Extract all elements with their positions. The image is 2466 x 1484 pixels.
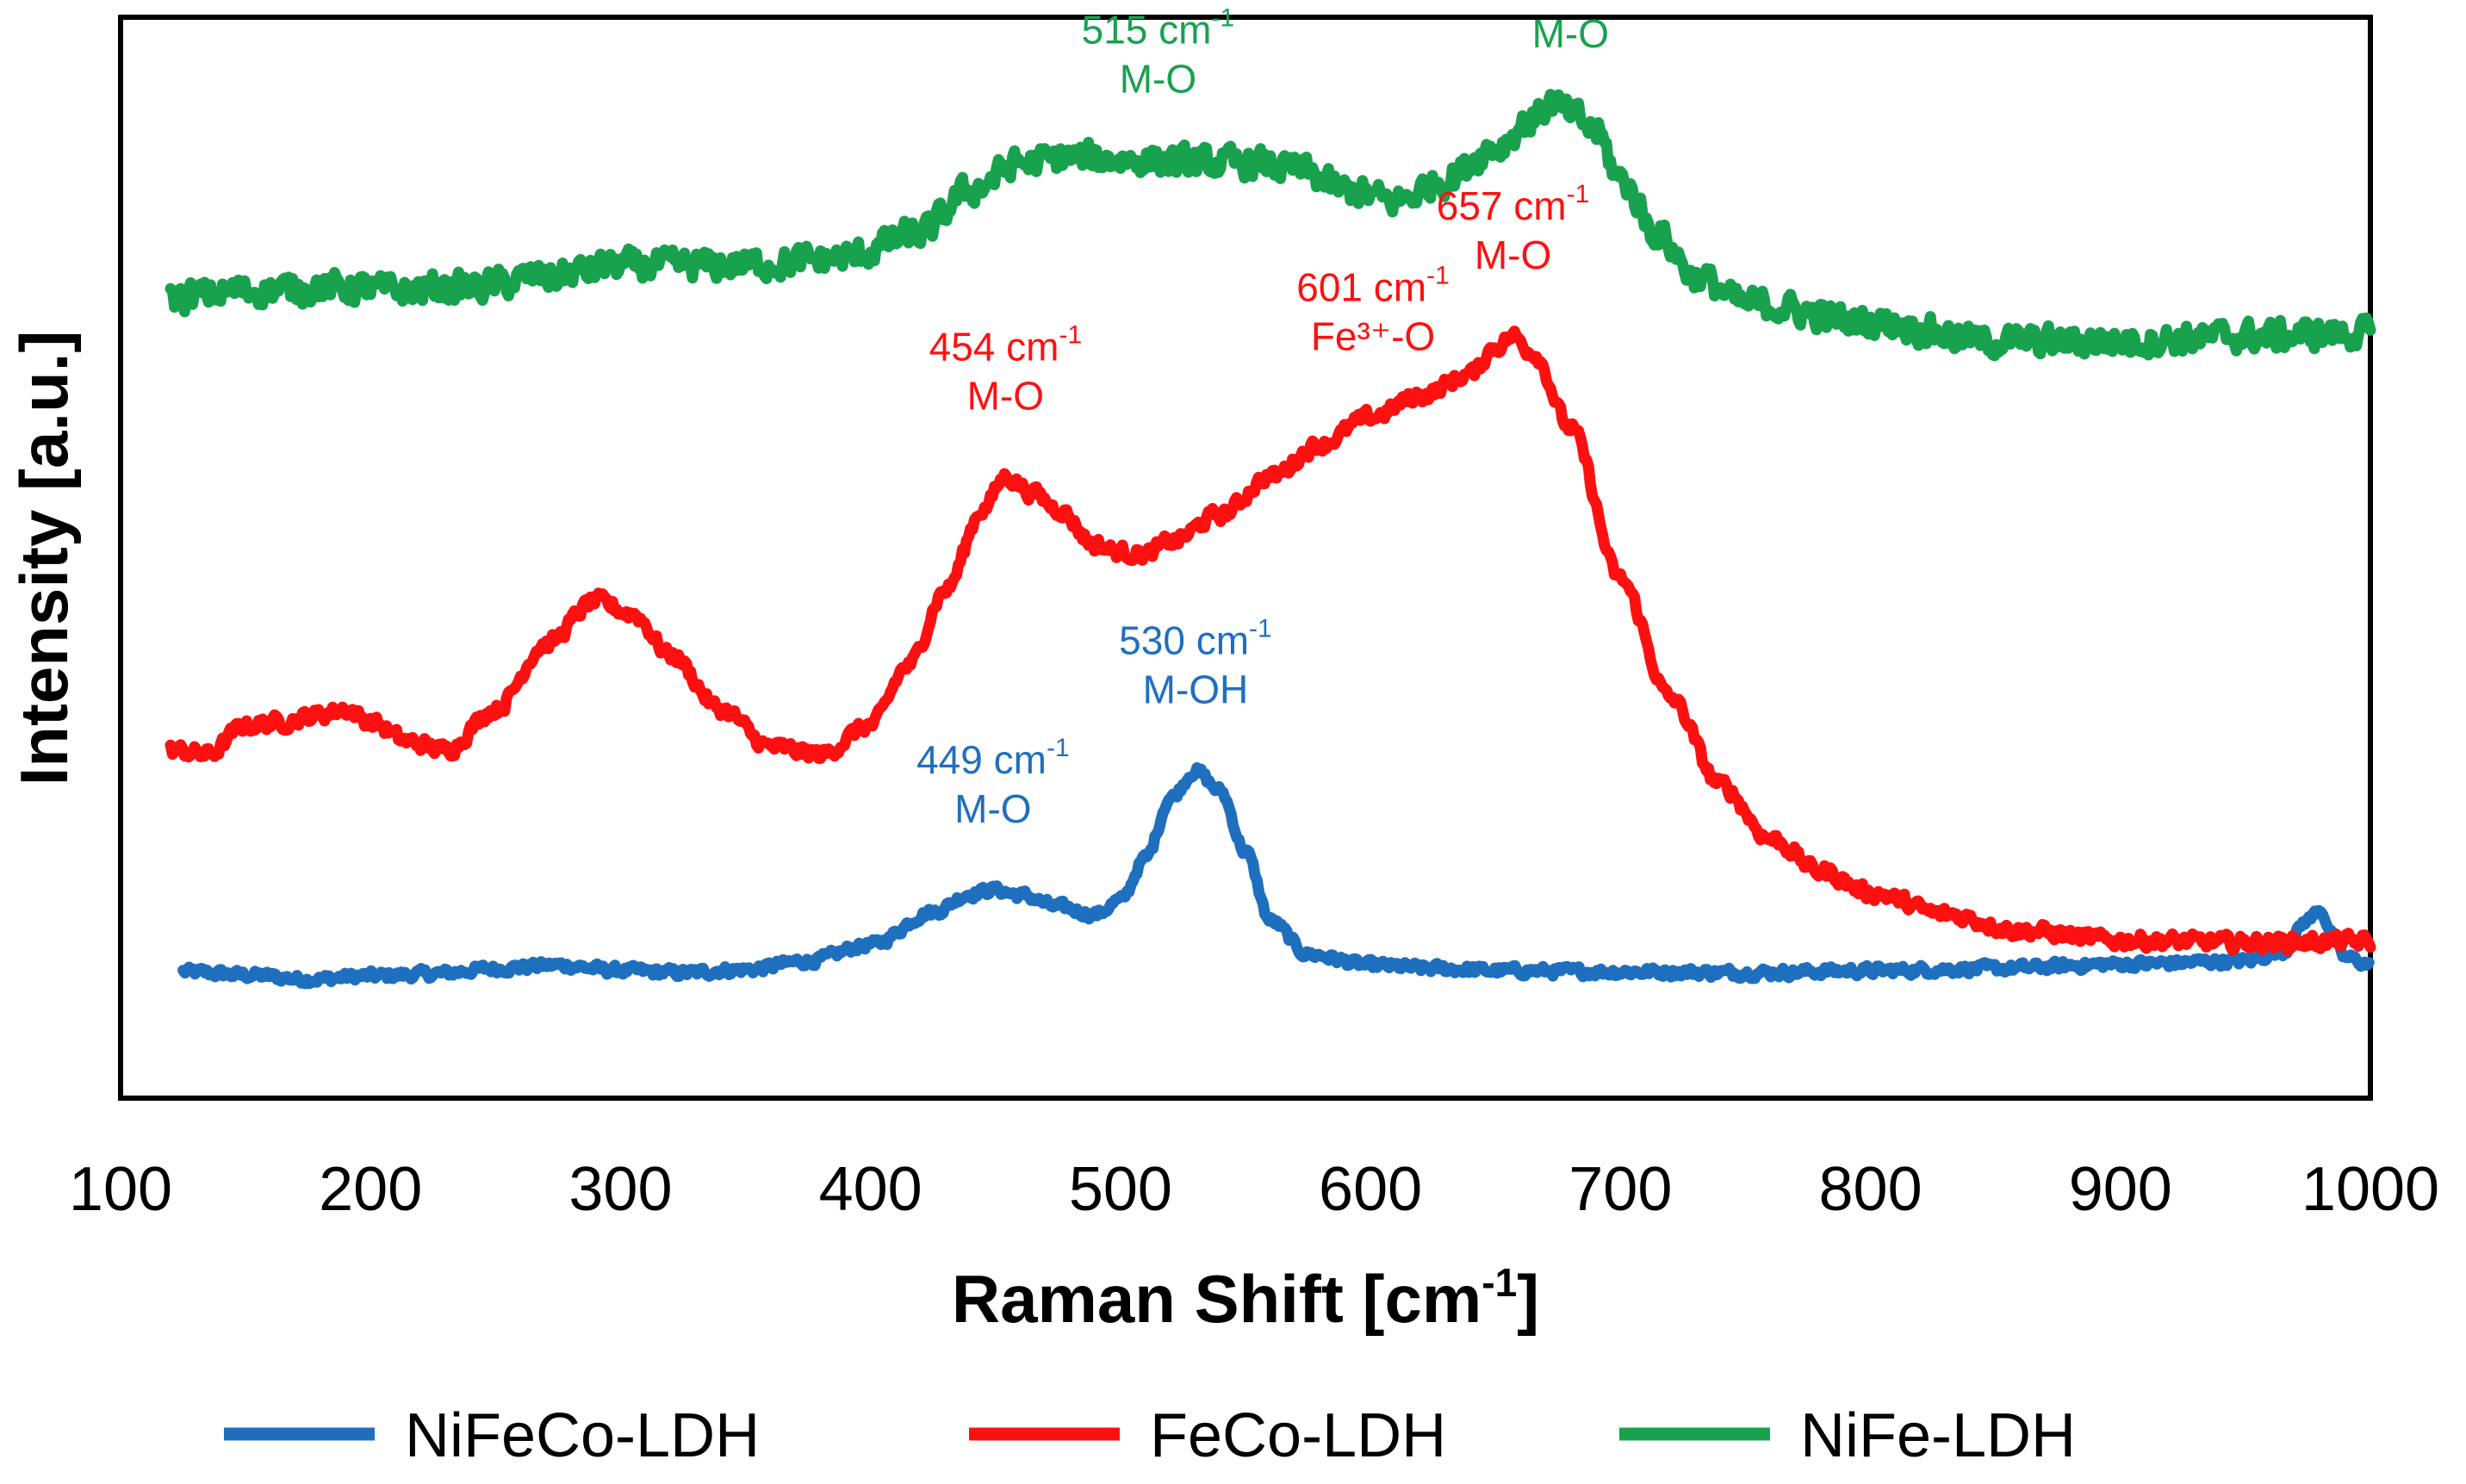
peak-annotation-number: 449 cm: [916, 737, 1047, 782]
series-group: [165, 89, 2376, 990]
peak-annotation-sup: -1: [1047, 734, 1070, 762]
x-axis-title: Raman Shift [cm-1]: [952, 1260, 1539, 1337]
legend-label: NiFeCo-LDH: [405, 1401, 760, 1470]
peak-annotation: 449 cm-1M-O: [916, 734, 1070, 831]
peak-annotation: 657 cm-1 M-O: [1437, 180, 1590, 277]
peak-annotation: 515 cm-1M-O: [1082, 4, 1235, 102]
peak-annotation-number: 680 cm: [1494, 0, 1624, 7]
x-tick-label: 200: [319, 1155, 422, 1224]
peak-annotation-label: M-OH: [1143, 667, 1249, 712]
peak-annotation-label: Fe³⁺-O: [1311, 314, 1435, 358]
peak-annotation-sup: -1: [1059, 320, 1082, 349]
x-tick-label: 100: [69, 1155, 172, 1224]
peak-annotation: 454 cm-1M-O: [929, 320, 1083, 418]
series-line-nife-ldh: [165, 89, 2376, 362]
peak-annotation-value: 601 cm-1: [1296, 261, 1450, 309]
peak-annotation-number: 515 cm: [1082, 8, 1212, 53]
series-line-feco-ldh: [165, 326, 2376, 956]
peak-annotation-sup: -1: [1567, 180, 1590, 208]
series-line-nifeco-ldh: [177, 762, 2375, 990]
x-tick-label: 400: [819, 1155, 922, 1224]
peak-annotation-number: 657 cm: [1437, 183, 1567, 228]
legend: NiFeCo-LDH FeCo-LDH NiFe-LDH: [224, 1401, 2076, 1470]
peak-annotation: 530 cm-1M-OH: [1119, 615, 1272, 712]
peak-annotation-number: 601 cm: [1296, 264, 1426, 309]
x-tick-label: 800: [1818, 1155, 1922, 1224]
peak-annotation-sup: -1: [1212, 4, 1235, 33]
peak-annotation-value: 657 cm-1: [1437, 180, 1590, 228]
plot-frame: [118, 15, 2373, 1101]
x-axis-title-end: ]: [1517, 1261, 1539, 1337]
x-tick-label: 900: [2069, 1155, 2172, 1224]
peak-annotation: 680 cm-1 M-O: [1494, 0, 1648, 56]
peak-annotation-value: 680 cm-1: [1494, 0, 1648, 7]
peak-annotation-value: 515 cm-1: [1082, 4, 1235, 53]
legend-label: NiFe-LDH: [1800, 1401, 2076, 1470]
x-tick-label: 1000: [2301, 1155, 2439, 1224]
x-axis-title-sup: -1: [1481, 1260, 1517, 1305]
y-axis-title: Intensity [a.u.]: [6, 331, 82, 786]
legend-item: FeCo-LDH: [969, 1401, 1446, 1470]
peak-annotation-value: 454 cm-1: [929, 320, 1083, 369]
peak-annotation-number: 530 cm: [1119, 618, 1249, 663]
peak-annotation-number: 454 cm: [929, 324, 1059, 369]
peak-annotation-label: M-O: [1120, 57, 1196, 102]
legend-label: FeCo-LDH: [1150, 1401, 1446, 1470]
peak-annotation-sup: -1: [1426, 261, 1450, 289]
x-tick-label: 300: [568, 1155, 672, 1224]
peak-annotation-sup: -1: [1249, 615, 1272, 643]
x-tick-label: 700: [1568, 1155, 1672, 1224]
x-tick-label: 500: [1069, 1155, 1172, 1224]
x-axis-ticks: 100 200 300 400 500 600 700 800 900 1000: [69, 1155, 2439, 1224]
peak-annotation-label: M-O: [1475, 233, 1551, 277]
peak-annotation-label: M-O: [1532, 11, 1609, 56]
x-tick-label: 600: [1319, 1155, 1422, 1224]
peak-annotation-label: M-O: [967, 373, 1044, 418]
legend-item: NiFeCo-LDH: [224, 1401, 760, 1470]
peak-annotation-value: 530 cm-1: [1119, 615, 1272, 663]
legend-item: NiFe-LDH: [1619, 1401, 2076, 1470]
peak-annotation-label: M-O: [954, 786, 1031, 831]
x-axis-title-text: Raman Shift [cm: [952, 1261, 1481, 1337]
peak-annotation-value: 449 cm-1: [916, 734, 1070, 782]
plot-area: [118, 15, 2373, 1101]
peak-annotation: 601 cm-1 Fe³⁺-O: [1296, 261, 1450, 358]
